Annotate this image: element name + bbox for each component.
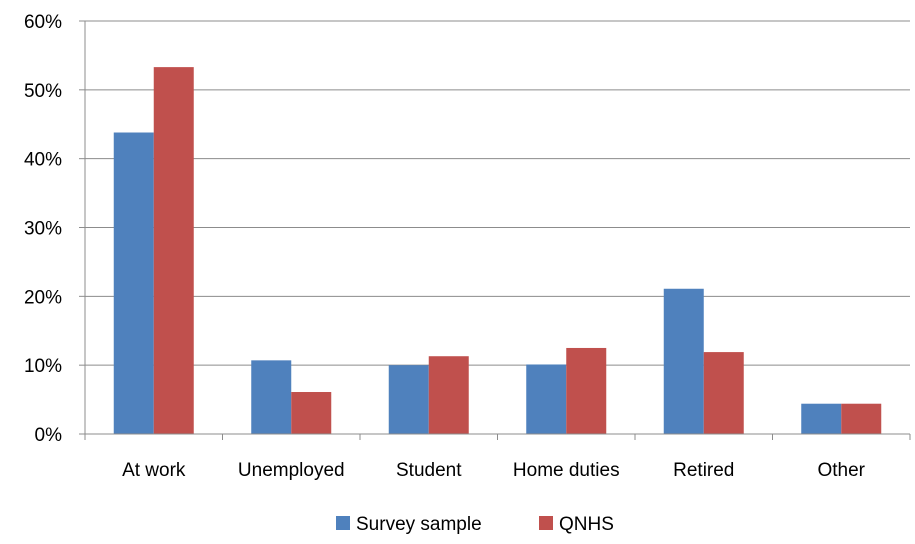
bar-qnhs-student — [428, 356, 469, 434]
gridlines — [85, 20, 910, 366]
y-tick-label: 40% — [24, 150, 62, 171]
legend-swatch — [336, 516, 350, 530]
x-category-label: Home duties — [513, 460, 620, 481]
legend-label: Survey sample — [356, 514, 482, 535]
x-category-label: At work — [122, 460, 186, 481]
x-axis-ticks — [84, 434, 911, 440]
y-tick-label: 60% — [24, 12, 62, 33]
bar-qnhs-home-duties — [566, 347, 607, 434]
x-category-label: Retired — [673, 460, 734, 481]
bar-qnhs-other — [841, 403, 882, 434]
y-tick-label: 30% — [24, 219, 62, 240]
y-axis-tick-labels: 0% 10% 20% 30% 40% 50% 60% — [24, 12, 85, 446]
bars — [113, 67, 882, 434]
x-category-label: Unemployed — [238, 460, 345, 481]
y-tick-label: 20% — [24, 287, 62, 308]
bar-qnhs-unemployed — [291, 392, 332, 434]
bar-qnhs-at-work — [153, 67, 194, 434]
bar-survey-sample-home-duties — [526, 364, 567, 434]
x-axis-category-labels: At work Unemployed Student Home duties Retir… — [122, 460, 866, 481]
bar-survey-sample-other — [801, 403, 842, 434]
bar-qnhs-retired — [703, 352, 744, 434]
legend-swatch — [539, 516, 553, 530]
x-category-label: Other — [817, 460, 865, 481]
x-category-label: Student — [396, 460, 462, 481]
legend: Survey sample QNHS — [336, 514, 614, 535]
legend-label: QNHS — [559, 514, 614, 535]
bar-survey-sample-student — [388, 365, 429, 434]
bar-survey-sample-retired — [663, 288, 704, 434]
bar-survey-sample-at-work — [113, 132, 154, 434]
bar-survey-sample-unemployed — [251, 360, 292, 434]
y-tick-label: 10% — [24, 356, 62, 377]
y-tick-label: 50% — [24, 81, 62, 102]
y-tick-label: 0% — [35, 425, 63, 446]
